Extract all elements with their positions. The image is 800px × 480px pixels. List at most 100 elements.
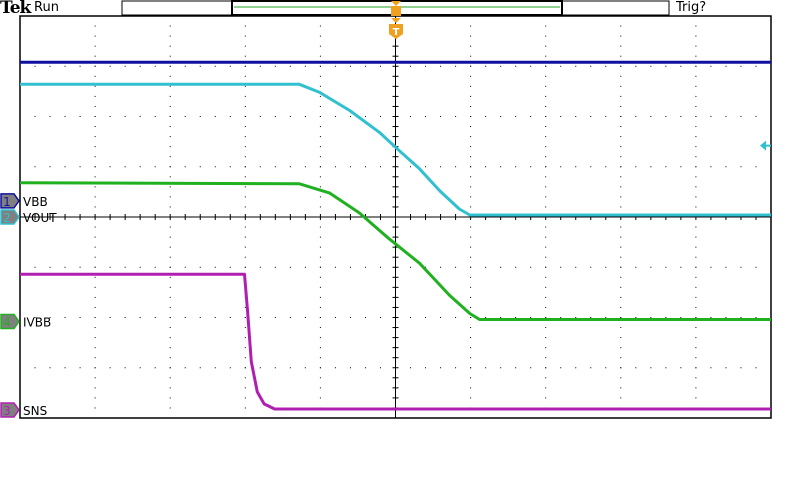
grid-dot (94, 206, 96, 208)
channel-label: VBB (23, 195, 48, 209)
grid-dot (94, 85, 96, 87)
grid-dot (94, 357, 96, 359)
grid-dot (485, 266, 487, 268)
channel-3-marker[interactable]: 3 SNS (0, 402, 47, 418)
grid-dot (545, 126, 547, 128)
grid-dot (169, 136, 171, 138)
grid-dot (695, 65, 697, 67)
grid-dot (94, 347, 96, 349)
grid-dot (560, 317, 562, 318)
trigger-position-top-icon (391, 6, 401, 16)
grid-dot (545, 186, 547, 188)
grid-dot (545, 105, 547, 107)
grid-dot (184, 166, 186, 168)
grid-dot (695, 317, 697, 318)
grid-dot (184, 65, 186, 67)
grid-dot (319, 246, 321, 248)
grid-dot (425, 266, 427, 268)
grid-dot (334, 367, 336, 369)
grid-dot (770, 166, 772, 168)
grid-dot (620, 176, 622, 178)
grid-dot (169, 317, 171, 318)
grid-dot (470, 85, 472, 87)
grid-dot (470, 387, 472, 389)
grid-dot (635, 116, 637, 117)
grid-dot (665, 65, 667, 67)
grid-dot (695, 286, 697, 288)
grid-dot (169, 156, 171, 158)
grid-dot (169, 105, 171, 107)
channel-2-marker[interactable]: 2 VOUT (0, 209, 57, 225)
trigger-level-marker[interactable] (760, 140, 771, 151)
grid-dot (545, 75, 547, 77)
grid-dot (605, 266, 607, 268)
grid-dot (650, 367, 652, 369)
grid-dot (635, 166, 637, 168)
channel-1-marker[interactable]: 1 VBB (0, 193, 48, 209)
grid-dot (319, 25, 321, 27)
grid-dot (680, 317, 682, 318)
grid-dot (124, 367, 126, 369)
grid-dot (410, 266, 412, 268)
grid-dot (274, 266, 276, 268)
grid-dot (169, 186, 171, 188)
grid-dot (364, 266, 366, 268)
grid-dot (34, 65, 36, 67)
grid-dot (695, 126, 697, 128)
grid-dot (545, 25, 547, 27)
channel-label: IVBB (23, 316, 51, 330)
grid-dot (710, 166, 712, 168)
grid-dot (94, 226, 96, 228)
grid-dot (169, 126, 171, 128)
grid-dot (710, 116, 712, 117)
grid-dot (695, 226, 697, 228)
trigger-position-marker[interactable]: T (389, 1, 403, 39)
grid-dot (545, 387, 547, 389)
grid-dot (244, 95, 246, 97)
trigger-status: Trig? (676, 0, 707, 15)
grid-dot (289, 317, 291, 318)
grid-dot (620, 156, 622, 158)
grid-dot (710, 317, 712, 318)
grid-dot (94, 296, 96, 298)
grid-dot (244, 105, 246, 107)
grid-dot (695, 196, 697, 198)
grid-dot (695, 146, 697, 148)
trigger-position-top-icon (391, 1, 401, 6)
grid-dot (725, 116, 727, 117)
grid-dot (304, 166, 306, 168)
grid-dot (319, 166, 321, 168)
grid-dot (515, 266, 517, 268)
grid-dot (244, 347, 246, 349)
grid-dot (470, 276, 472, 278)
grid-dot (244, 186, 246, 188)
channel-4-marker[interactable]: 4 IVBB (0, 313, 51, 330)
grid-dot (289, 266, 291, 268)
grid-dot (545, 85, 547, 87)
grid-dot (94, 377, 96, 379)
grid-dot (244, 196, 246, 198)
grid-dot (440, 266, 442, 268)
grid-dot (740, 65, 742, 67)
grid-dot (695, 25, 697, 27)
grid-dot (575, 367, 577, 369)
grid-dot (575, 65, 577, 67)
channel-marker-icon (0, 402, 20, 418)
grid-dot (319, 236, 321, 238)
grid-dot (244, 25, 246, 27)
grid-dot (94, 176, 96, 178)
grid-dot (695, 166, 697, 168)
grid-dot (620, 357, 622, 359)
grid-dot (620, 317, 622, 318)
grid-dot (94, 35, 96, 37)
grid-dot (244, 75, 246, 77)
grid-dot (620, 35, 622, 37)
grid-dot (94, 387, 96, 389)
grid-dot (620, 95, 622, 97)
grid-dot (470, 45, 472, 47)
grid-dot (725, 166, 727, 168)
grid-dot (560, 166, 562, 168)
grid-dot (620, 266, 622, 268)
grid-dot (214, 65, 216, 67)
grid-dot (410, 116, 412, 117)
